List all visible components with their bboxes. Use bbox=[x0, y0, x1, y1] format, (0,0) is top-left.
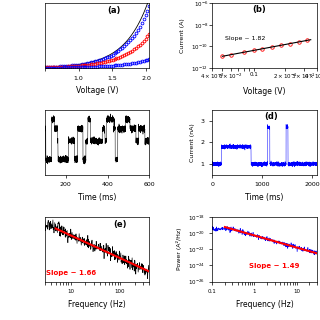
X-axis label: Voltage (V): Voltage (V) bbox=[243, 87, 286, 96]
X-axis label: Time (ms): Time (ms) bbox=[245, 193, 284, 202]
X-axis label: Time (ms): Time (ms) bbox=[78, 193, 116, 202]
Y-axis label: Current (A): Current (A) bbox=[180, 18, 186, 53]
Y-axis label: Power (A²/Hz): Power (A²/Hz) bbox=[176, 228, 182, 270]
Text: (e): (e) bbox=[113, 220, 126, 229]
X-axis label: Voltage (V): Voltage (V) bbox=[76, 86, 118, 95]
X-axis label: Frequency (Hz): Frequency (Hz) bbox=[236, 300, 293, 309]
Text: (a): (a) bbox=[108, 6, 121, 15]
Text: (b): (b) bbox=[252, 5, 266, 14]
Y-axis label: Current (nA): Current (nA) bbox=[190, 123, 195, 162]
Text: Slope ~ 1.49: Slope ~ 1.49 bbox=[249, 263, 299, 269]
X-axis label: Frequency (Hz): Frequency (Hz) bbox=[68, 300, 126, 309]
Text: (d): (d) bbox=[265, 112, 278, 121]
Text: Slope ~ 1.82: Slope ~ 1.82 bbox=[225, 36, 265, 41]
Text: Slope ~ 1.66: Slope ~ 1.66 bbox=[46, 270, 96, 276]
